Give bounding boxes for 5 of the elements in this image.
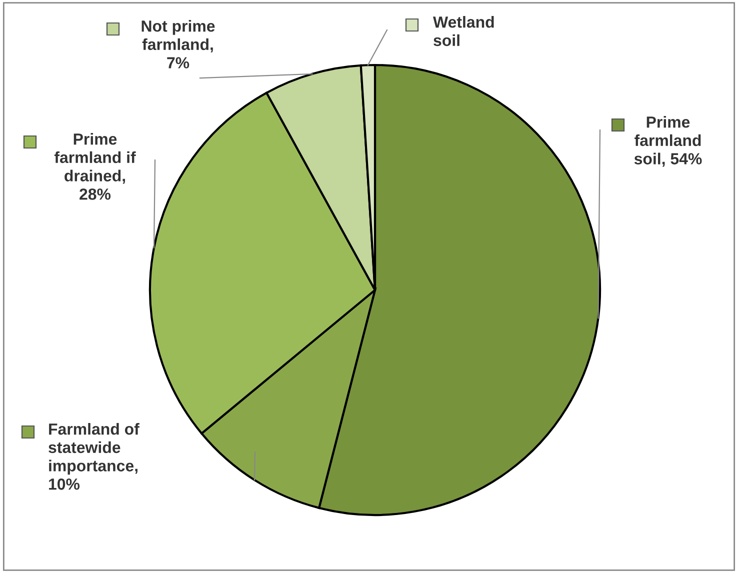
legend-label: Farmland of statewide importance, 10%	[48, 423, 140, 490]
legend-label: Wetland soil	[433, 16, 494, 46]
legend-label: Prime farmland soil, 54%	[634, 116, 702, 167]
legend-label: Prime farmland if drained, 28%	[54, 133, 136, 200]
legend-label: Not prime farmland, 7%	[142, 20, 215, 68]
